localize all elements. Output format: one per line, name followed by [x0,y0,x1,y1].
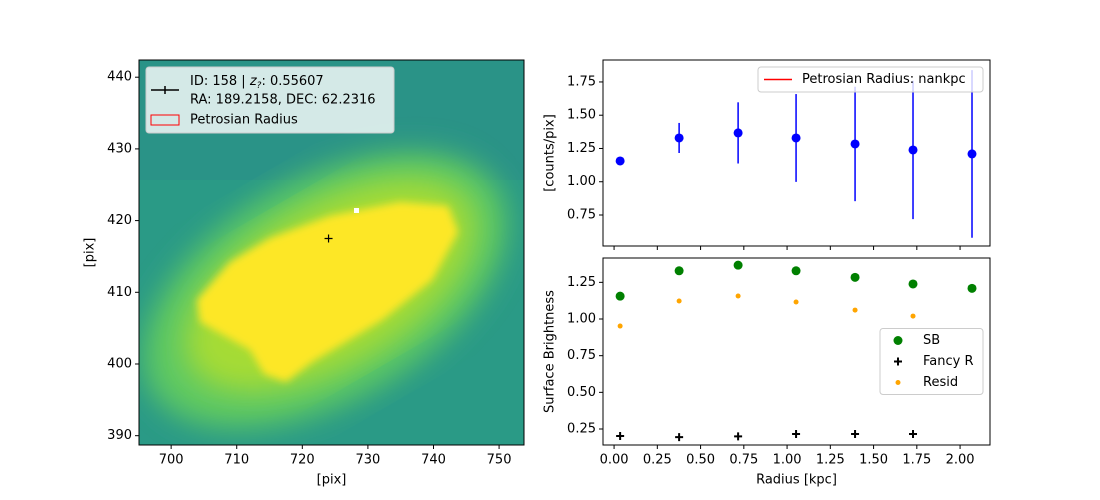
point [735,293,741,299]
point [674,266,684,276]
y-tick-label: 1.75 [567,74,596,89]
point [908,145,918,155]
x-tick-label: 0.75 [729,453,758,468]
x-tick-label: 0.50 [686,453,715,468]
legend-label: ID: 158 | z?: 0.55607 [190,74,324,91]
y-tick-label: 1.25 [567,141,596,156]
legend-label: Petrosian Radius [190,113,298,128]
y-axis-label: [counts/pix] [543,114,558,192]
y-axis-label: [pix] [83,238,98,268]
center-marker [324,234,333,243]
point [615,156,625,166]
x-tick-label: 710 [224,453,249,468]
legend-label-part: z [249,74,258,89]
axes-frame [138,59,525,446]
x-tick-label: 1.00 [773,453,802,468]
point [615,291,625,301]
y-tick-label: 430 [107,141,132,156]
point [676,298,682,304]
x-tick-label: 0.25 [643,453,672,468]
x-tick-label: 750 [487,453,512,468]
x-axis-label: Radius [kpc] [756,473,837,488]
legend-label-part: ID: 158 | [190,74,250,89]
legend-box [757,66,984,93]
legend-label-part: ? [257,81,262,91]
legend-label: Resid [923,375,958,390]
point [616,432,625,441]
axes-frame [602,257,991,446]
legend-label: SB [923,333,940,348]
y-tick-label: 410 [107,285,132,300]
y-tick-label: 400 [107,356,132,371]
x-tick-label: 1.25 [816,453,845,468]
point [733,128,743,138]
image-pixel [354,208,359,213]
x-tick-label: 730 [355,453,380,468]
y-tick-label: 1.50 [567,108,596,123]
point [674,133,684,143]
y-tick-label: 0.75 [567,208,596,223]
image-core [197,202,458,382]
point [733,260,743,270]
point [675,433,684,442]
y-tick-label: 1.00 [567,174,596,189]
point [617,323,623,329]
x-tick-label: 2.00 [946,453,975,468]
point [908,279,918,289]
y-tick-label: 1.25 [567,275,596,290]
point [850,272,860,282]
point [850,139,860,149]
point [791,133,801,143]
point [967,149,977,159]
axes-frame [602,59,991,247]
legend-label: Fancy R [923,354,974,369]
x-tick-label: 720 [290,453,315,468]
point [791,266,801,276]
x-tick-label: 0.00 [600,453,629,468]
y-tick-label: 1.00 [567,312,596,327]
legend-box [879,328,984,395]
x-tick-label: 740 [421,453,446,468]
x-tick-label: 700 [159,453,184,468]
legend-label: RA: 189.2158, DEC: 62.2316 [190,93,376,108]
y-tick-label: 440 [107,70,132,85]
legend-marker [894,357,902,366]
point [851,430,860,438]
plot-area [615,70,977,238]
legend-marker [895,380,901,385]
y-axis-label: Surface Brightness [543,290,558,413]
plot-area [615,260,977,442]
point [967,283,977,293]
legend-marker [893,336,903,345]
point [910,313,916,319]
y-tick-label: 390 [107,428,132,443]
y-tick-label: 0.25 [567,422,596,437]
point [734,432,743,441]
legend-label: Petrosian Radius: nankpc [802,72,966,87]
x-tick-label: 1.75 [902,453,931,468]
legend-box [145,66,395,134]
y-tick-label: 420 [107,213,132,228]
point [793,299,799,305]
legend-patch [150,114,180,126]
y-tick-label: 0.50 [567,385,596,400]
x-tick-label: 1.50 [859,453,888,468]
x-axis-label: [pix] [317,473,347,488]
point [792,430,801,438]
y-tick-label: 0.75 [567,348,596,363]
plot-area [324,234,333,243]
point [852,307,858,313]
point [909,430,918,438]
legend-label-part: : 0.55607 [261,74,323,89]
